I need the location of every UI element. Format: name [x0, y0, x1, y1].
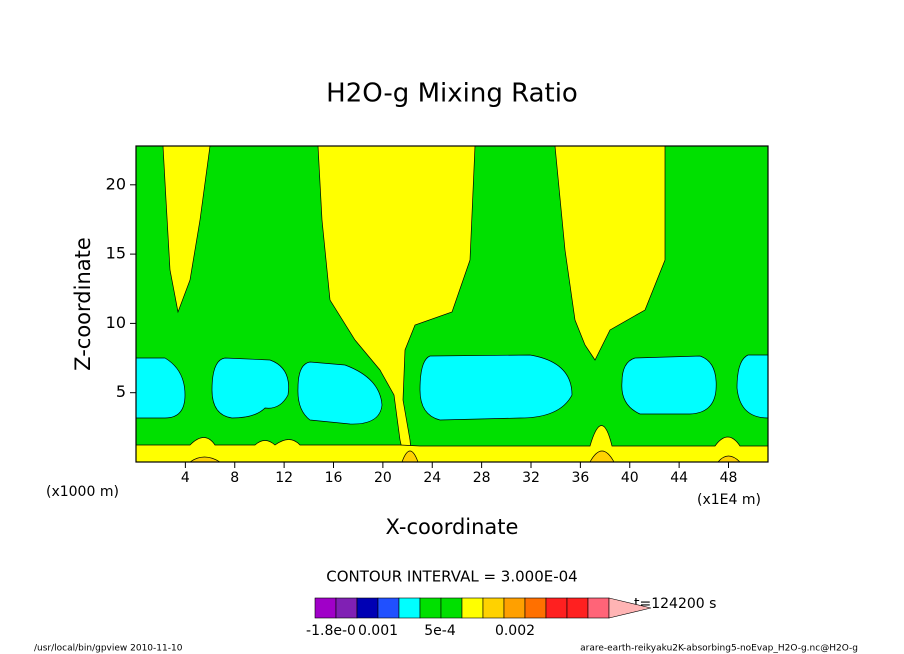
colorbar-box [314, 597, 337, 619]
cyan-region [621, 355, 717, 415]
colorbar-box [461, 597, 484, 619]
x-tick-label: 28 [473, 470, 491, 486]
y-axis-label: Z-coordinate [71, 237, 95, 371]
cyan-region [736, 354, 769, 419]
y-tick-label: 20 [106, 174, 126, 193]
footer-left: /usr/local/bin/gpview 2010-11-10 [34, 644, 183, 654]
colorbar-box [419, 597, 442, 619]
colorbar-box [524, 597, 547, 619]
yellow-region [554, 145, 666, 361]
colorbar-box [377, 597, 400, 619]
contour-field [135, 145, 769, 463]
y-tick-label: 5 [116, 382, 126, 401]
colorbar-box [566, 597, 589, 619]
chart-title: H2O-g Mixing Ratio [326, 79, 578, 109]
colorbar-box [587, 597, 610, 619]
colorbar-box [398, 597, 421, 619]
colorbar-label: 0.001 [358, 623, 398, 639]
x-tick-label: 48 [720, 470, 738, 486]
x-tick-label: 8 [230, 470, 239, 486]
colorbar-box [545, 597, 568, 619]
x-tick-label: 12 [275, 470, 293, 486]
x-tick-label: 40 [621, 470, 639, 486]
y-unit: (x1000 m) [46, 484, 119, 500]
footer-right: arare-earth-reikyaku2K-absorbing5-noEvap… [580, 644, 858, 654]
x-tick-label: 4 [181, 470, 190, 486]
plot-frame [135, 145, 769, 463]
x-tick-label: 32 [522, 470, 540, 486]
cyan-region [135, 357, 186, 419]
colorbar-box [440, 597, 463, 619]
colorbar-box [482, 597, 505, 619]
colorbar-box [503, 597, 526, 619]
colorbar-triangle [608, 597, 652, 619]
cyan-region [419, 354, 573, 421]
x-axis-label: X-coordinate [386, 515, 519, 539]
colorbar-label: -1.8e-0 [306, 623, 356, 639]
y-tick-label: 10 [106, 313, 126, 332]
contour-interval: CONTOUR INTERVAL = 3.000E-04 [326, 568, 577, 586]
time-label: t=124200 s [634, 596, 716, 612]
colorbar-box [356, 597, 379, 619]
orange-region [188, 450, 741, 463]
x-tick-label: 36 [571, 470, 589, 486]
yellow-region [162, 145, 211, 314]
x-tick-label: 24 [423, 470, 441, 486]
cyan-region [297, 361, 383, 425]
x-tick-label: 20 [374, 470, 392, 486]
colorbar-box [335, 597, 358, 619]
x-tick-label: 44 [670, 470, 688, 486]
cyan-region [211, 357, 289, 419]
yellow-region [135, 425, 769, 463]
colorbar-label: 0.002 [495, 623, 535, 639]
x-unit: (x1E4 m) [697, 492, 761, 508]
colorbar-label: 5e-4 [424, 623, 456, 639]
x-tick-label: 16 [325, 470, 343, 486]
y-tick-label: 15 [106, 244, 126, 263]
